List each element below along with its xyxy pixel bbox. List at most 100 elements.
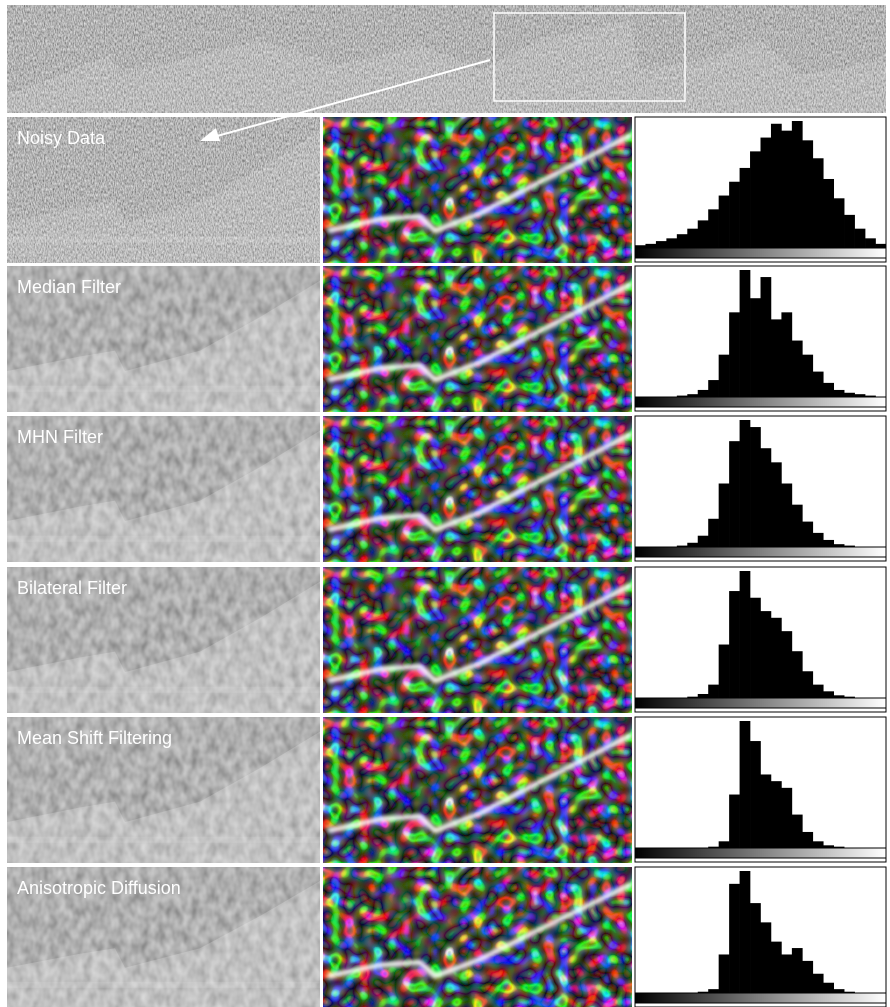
histogram-bar [781,131,792,248]
histogram-bar [771,781,782,848]
panel-row: Anisotropic Diffusion [7,867,886,1007]
panel-row: Median Filter [7,266,886,412]
histogram-bar [761,448,772,547]
histogram-bar [876,244,887,248]
histogram-bar [823,179,834,248]
histogram-bar [834,989,845,993]
histogram-bar [823,983,834,993]
histogram-bar [719,954,730,993]
edge-texture [323,266,632,412]
histogram-bar [750,151,761,248]
figure: Noisy Data Median Filter MHN Filter Bilater… [0,0,890,1007]
histogram-bar [740,270,751,397]
histogram-bar [761,138,772,248]
histogram-bar [792,505,803,547]
panel-row: MHN Filter [7,416,886,562]
row-label: Noisy Data [17,128,106,148]
histogram-bar [865,238,876,248]
edge-texture [323,717,632,863]
histogram-bar [771,124,782,248]
edge-panel [323,717,632,863]
histogram-bar [698,694,709,698]
histogram-bar [729,441,740,547]
histogram-bar [708,380,719,397]
histogram-bar [750,741,761,848]
histogram-bar [781,788,792,848]
histogram-bar [740,420,751,547]
histogram-bar [802,522,813,547]
histogram-bar [844,215,855,248]
histogram-bar [729,312,740,397]
histogram-bar [781,631,792,698]
histogram-bar [813,841,824,848]
histogram-bar [719,841,730,848]
edge-texture [323,117,632,263]
histogram-bar [687,229,698,248]
edge-panel [323,117,632,263]
histogram-bar [771,618,782,698]
image-band [7,536,320,542]
histogram-bar [813,158,824,248]
histogram-bar [761,611,772,698]
page: {"panels": [ {"label": "Noisy Data", "hi… [0,0,890,1007]
histogram-bar [802,140,813,248]
histogram-bar [802,671,813,698]
histogram-bar [781,484,792,548]
histogram-bar [781,954,792,993]
histogram-bar [792,815,803,848]
histogram-bar [645,244,656,248]
histogram-bar [729,591,740,698]
histogram-bar [761,277,772,397]
edge-texture [323,416,632,562]
image-band [7,237,320,243]
histogram-bar [792,651,803,698]
edge-panel [323,867,632,1007]
panel-row: Mean Shift Filtering [7,717,886,863]
panel-row: Bilateral Filter [7,567,886,713]
histogram-bar [802,961,813,993]
histogram-bar [823,540,834,547]
histogram-bar [750,427,761,547]
histogram-bar [813,533,824,547]
histogram-bar [750,598,761,698]
histogram-bar [729,795,740,848]
histogram-bar [750,298,761,397]
intensity-scale [635,848,886,858]
image-band [7,837,320,843]
edge-panel [323,266,632,412]
histogram-bar [729,182,740,248]
histogram-bar [802,355,813,397]
image-band [7,982,320,988]
row-label: Anisotropic Diffusion [17,878,181,898]
histogram-bar [834,198,845,248]
intensity-scale [635,698,886,708]
histogram-bar [740,871,751,993]
histogram-bar [781,312,792,397]
edge-panel [323,567,632,713]
histogram-bar [823,383,834,397]
histogram-bar [813,372,824,397]
histogram-bar [792,121,803,248]
histogram-bar [813,685,824,698]
edge-panel [323,416,632,562]
row-label: MHN Filter [17,427,103,447]
image-band [7,687,320,693]
intensity-scale [635,993,886,1003]
histogram-bar [708,209,719,248]
histogram-bar [719,645,730,698]
row-label: Mean Shift Filtering [17,728,172,748]
image-band [7,386,320,392]
histogram-bar [698,220,709,248]
panel-row: Noisy Data [7,117,886,263]
histogram-bar [823,691,834,698]
histogram-bar [719,355,730,397]
histogram-bar [740,571,751,698]
histogram-bar [708,519,719,547]
histogram-bar [855,229,866,248]
histogram-bar [844,393,855,397]
histogram-bar [771,319,782,397]
histogram-bar [698,536,709,547]
intensity-scale [635,397,886,407]
row-label: Bilateral Filter [17,578,127,598]
histogram-bar [666,238,677,248]
